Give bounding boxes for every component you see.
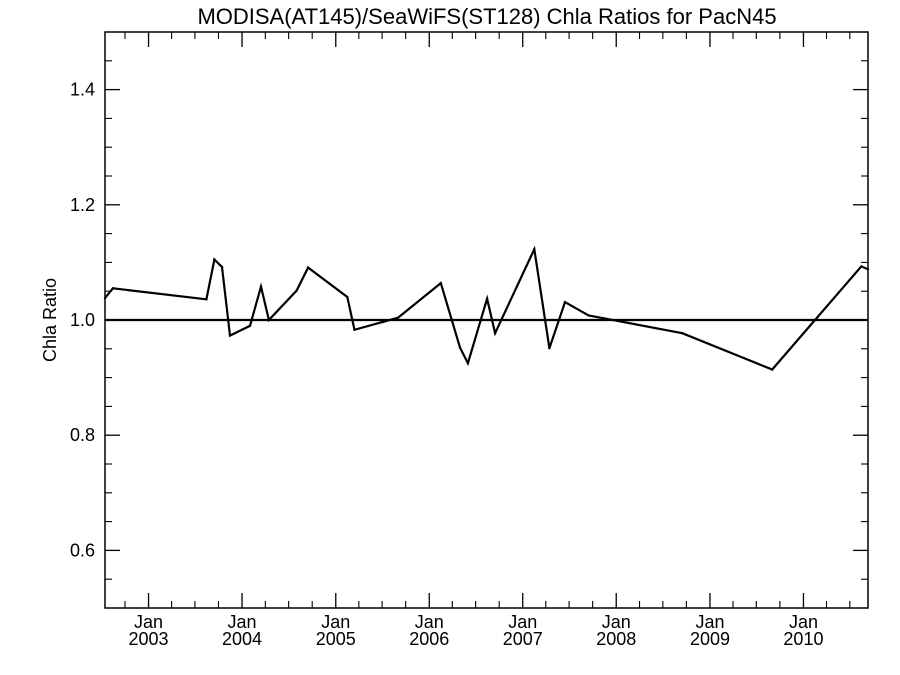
data-point bbox=[466, 362, 470, 365]
data-point bbox=[458, 346, 462, 349]
x-tick-year-label: 2005 bbox=[316, 629, 356, 649]
x-tick-month-label: Jan bbox=[508, 612, 537, 632]
series-line bbox=[104, 245, 869, 371]
data-point bbox=[681, 332, 684, 335]
data-point bbox=[111, 287, 115, 290]
y-tick-label: 1.4 bbox=[70, 80, 95, 100]
x-tick-year-label: 2009 bbox=[690, 629, 730, 649]
x-tick-year-label: 2007 bbox=[503, 629, 543, 649]
data-point bbox=[103, 296, 107, 300]
data-point bbox=[587, 314, 590, 317]
x-tick-year-label: 2004 bbox=[222, 629, 262, 649]
data-point bbox=[860, 265, 863, 268]
y-tick-label: 0.8 bbox=[70, 425, 95, 445]
ticks-layer: 0.60.81.01.21.4Jan2003Jan2004Jan2005Jan2… bbox=[70, 32, 868, 649]
data-point bbox=[485, 297, 489, 300]
x-tick-month-label: Jan bbox=[695, 612, 724, 632]
x-tick-year-label: 2006 bbox=[409, 629, 449, 649]
x-tick-year-label: 2003 bbox=[129, 629, 169, 649]
x-tick-month-label: Jan bbox=[789, 612, 818, 632]
y-tick-label: 1.2 bbox=[70, 195, 95, 215]
y-axis-label: Chla Ratio bbox=[40, 278, 60, 362]
data-point bbox=[213, 258, 216, 261]
y-tick-label: 1.0 bbox=[70, 310, 95, 330]
data-point bbox=[439, 281, 442, 285]
data-point bbox=[493, 332, 497, 335]
x-tick-month-label: Jan bbox=[415, 612, 444, 632]
data-point bbox=[353, 328, 356, 331]
data-point bbox=[228, 334, 232, 337]
data-point bbox=[866, 268, 870, 271]
data-point bbox=[346, 295, 349, 299]
data-point bbox=[533, 247, 536, 251]
points-layer bbox=[103, 247, 870, 371]
data-point bbox=[396, 316, 400, 319]
data-point bbox=[267, 318, 271, 322]
x-tick-year-label: 2010 bbox=[783, 629, 823, 649]
data-point bbox=[548, 347, 551, 350]
x-tick-month-label: Jan bbox=[321, 612, 350, 632]
x-tick-month-label: Jan bbox=[134, 612, 163, 632]
x-tick-month-label: Jan bbox=[602, 612, 631, 632]
data-point bbox=[248, 324, 252, 327]
x-tick-month-label: Jan bbox=[228, 612, 257, 632]
data-point bbox=[563, 300, 567, 304]
data-point bbox=[259, 285, 263, 288]
x-tick-year-label: 2008 bbox=[596, 629, 636, 649]
chart-title: MODISA(AT145)/SeaWiFS(ST128) Chla Ratios… bbox=[197, 4, 776, 29]
data-point bbox=[205, 298, 208, 301]
data-point bbox=[220, 265, 224, 269]
data-point bbox=[306, 266, 310, 269]
data-point bbox=[771, 368, 774, 371]
data-point bbox=[295, 289, 298, 292]
y-tick-label: 0.6 bbox=[70, 540, 95, 560]
